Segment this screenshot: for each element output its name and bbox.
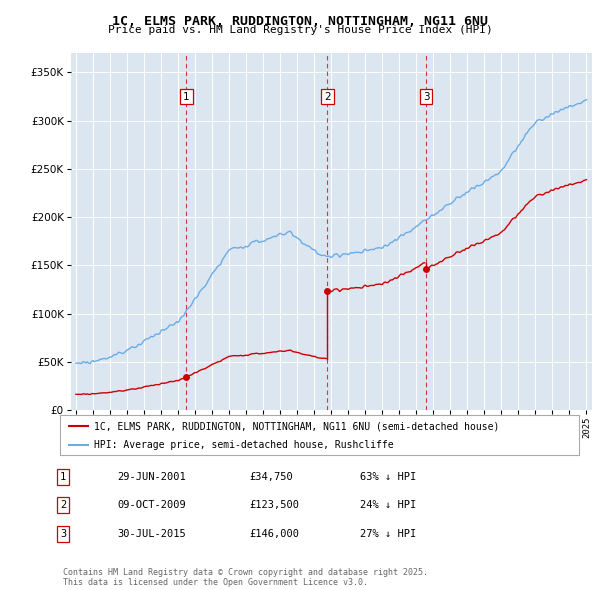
Text: 29-JUN-2001: 29-JUN-2001 xyxy=(117,472,186,482)
Text: £34,750: £34,750 xyxy=(249,472,293,482)
Text: 3: 3 xyxy=(423,91,430,101)
Text: 2: 2 xyxy=(60,500,66,510)
Text: £146,000: £146,000 xyxy=(249,529,299,539)
Text: HPI: Average price, semi-detached house, Rushcliffe: HPI: Average price, semi-detached house,… xyxy=(94,440,394,450)
Text: 27% ↓ HPI: 27% ↓ HPI xyxy=(360,529,416,539)
Text: 24% ↓ HPI: 24% ↓ HPI xyxy=(360,500,416,510)
Text: This data is licensed under the Open Government Licence v3.0.: This data is licensed under the Open Gov… xyxy=(63,578,368,587)
Text: 3: 3 xyxy=(60,529,66,539)
Text: 30-JUL-2015: 30-JUL-2015 xyxy=(117,529,186,539)
Text: 1C, ELMS PARK, RUDDINGTON, NOTTINGHAM, NG11 6NU: 1C, ELMS PARK, RUDDINGTON, NOTTINGHAM, N… xyxy=(112,15,488,28)
Text: Price paid vs. HM Land Registry's House Price Index (HPI): Price paid vs. HM Land Registry's House … xyxy=(107,25,493,35)
Text: Contains HM Land Registry data © Crown copyright and database right 2025.: Contains HM Land Registry data © Crown c… xyxy=(63,568,428,576)
Text: 1C, ELMS PARK, RUDDINGTON, NOTTINGHAM, NG11 6NU (semi-detached house): 1C, ELMS PARK, RUDDINGTON, NOTTINGHAM, N… xyxy=(94,421,499,431)
Text: 2: 2 xyxy=(324,91,331,101)
Text: 63% ↓ HPI: 63% ↓ HPI xyxy=(360,472,416,482)
Text: £123,500: £123,500 xyxy=(249,500,299,510)
Text: 1: 1 xyxy=(183,91,190,101)
Text: 09-OCT-2009: 09-OCT-2009 xyxy=(117,500,186,510)
Text: 1: 1 xyxy=(60,472,66,482)
